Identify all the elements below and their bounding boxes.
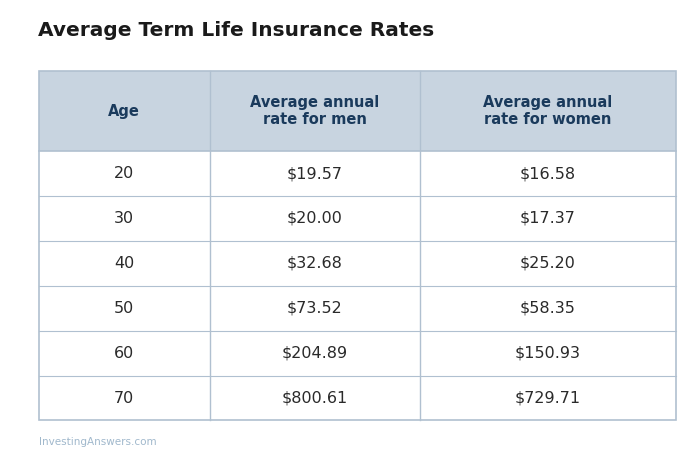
Text: $32.68: $32.68 — [287, 256, 343, 271]
Text: 50: 50 — [114, 301, 134, 316]
Text: Average annual
rate for men: Average annual rate for men — [251, 95, 379, 127]
Text: $17.37: $17.37 — [520, 211, 575, 226]
Text: Age: Age — [108, 104, 140, 119]
Bar — [38, 71, 676, 151]
Text: 30: 30 — [114, 211, 134, 226]
Text: $729.71: $729.71 — [514, 391, 581, 405]
Text: 40: 40 — [114, 256, 134, 271]
Text: InvestingAnswers.com: InvestingAnswers.com — [38, 436, 156, 447]
Text: $58.35: $58.35 — [520, 301, 575, 316]
Bar — [38, 196, 676, 241]
Text: Average annual
rate for women: Average annual rate for women — [483, 95, 612, 127]
Text: $204.89: $204.89 — [282, 346, 348, 360]
Text: Average Term Life Insurance Rates: Average Term Life Insurance Rates — [38, 21, 435, 39]
Bar — [38, 241, 676, 286]
Bar — [38, 286, 676, 331]
Text: $25.20: $25.20 — [520, 256, 575, 271]
Text: $73.52: $73.52 — [287, 301, 343, 316]
Text: $20.00: $20.00 — [287, 211, 343, 226]
Text: $19.57: $19.57 — [287, 166, 343, 181]
Bar — [38, 151, 676, 196]
Bar — [38, 376, 676, 420]
Bar — [38, 331, 676, 376]
Text: 20: 20 — [114, 166, 134, 181]
Text: $150.93: $150.93 — [514, 346, 581, 360]
Bar — [38, 71, 676, 420]
Text: 60: 60 — [114, 346, 134, 360]
Text: $16.58: $16.58 — [519, 166, 576, 181]
Text: 70: 70 — [114, 391, 134, 405]
Text: $800.61: $800.61 — [282, 391, 348, 405]
